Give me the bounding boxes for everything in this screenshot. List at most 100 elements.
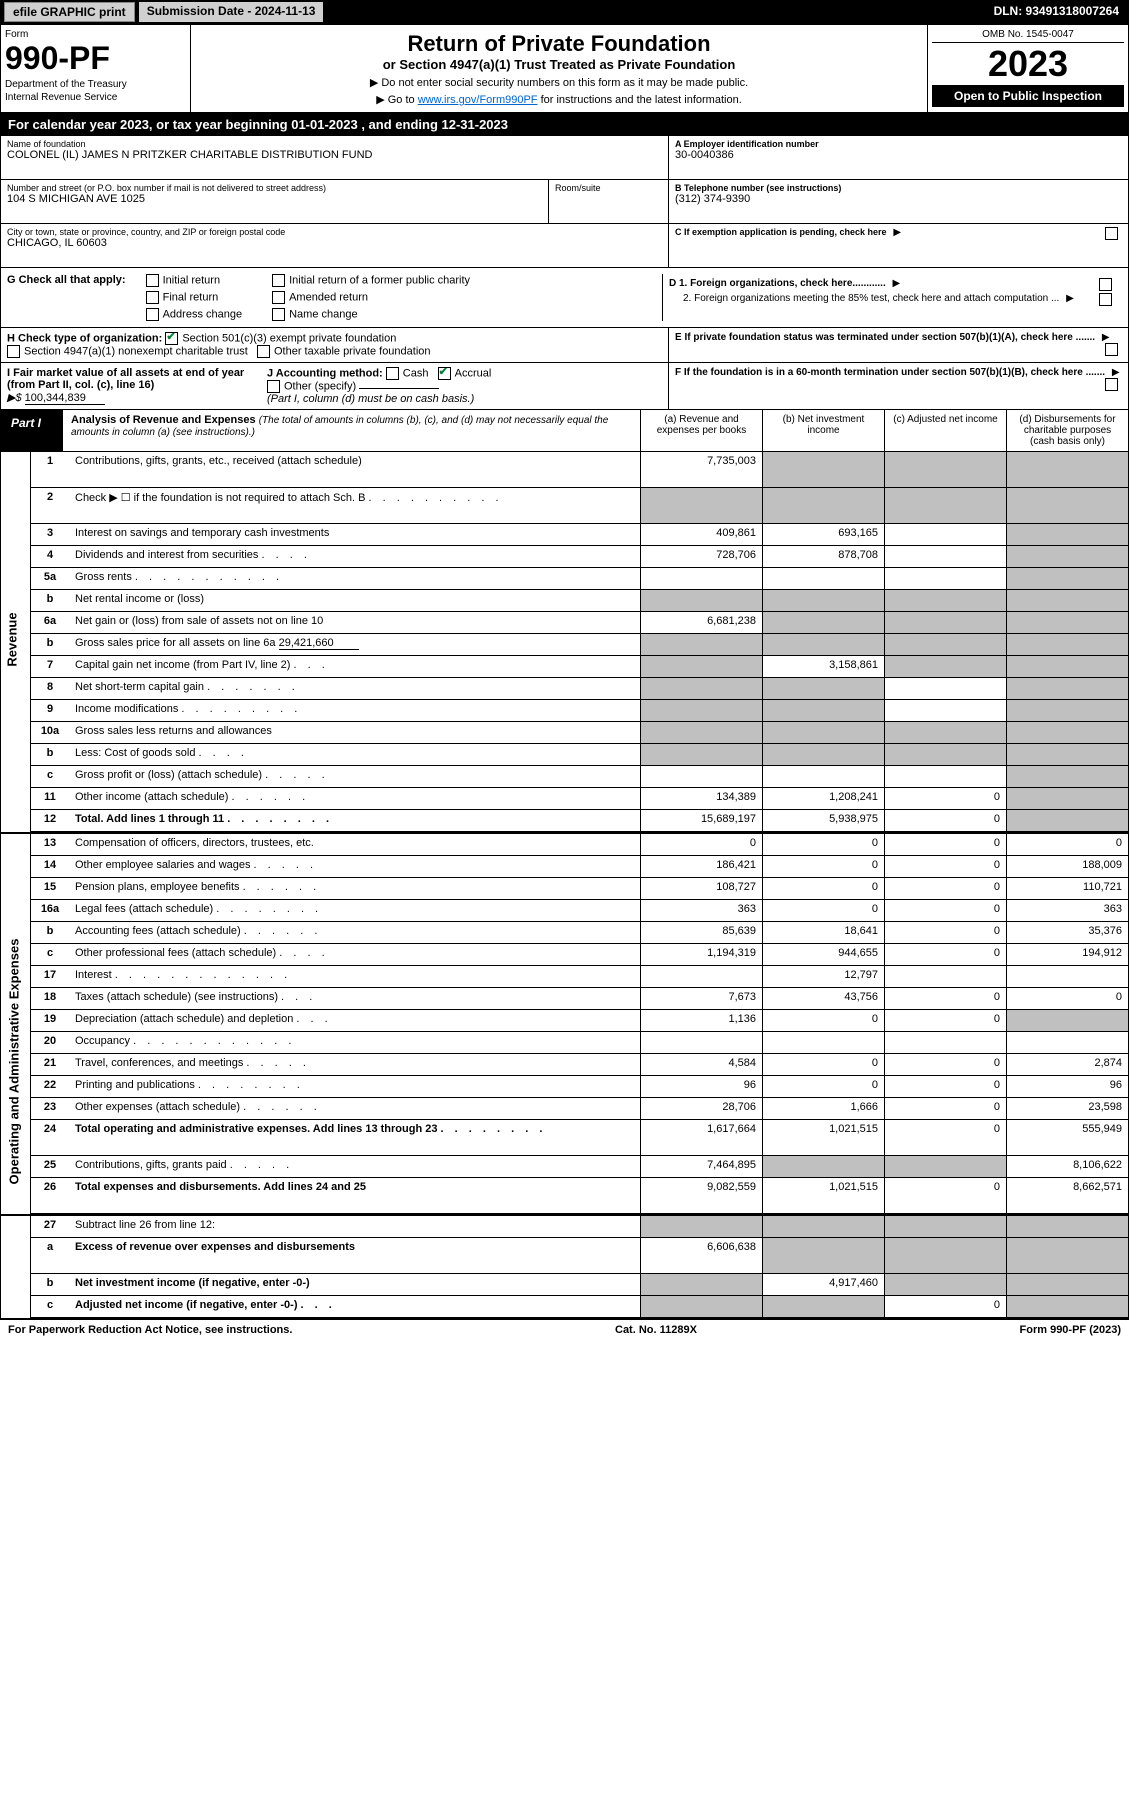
cash-checkbox[interactable] [386,367,399,380]
line-desc: Depreciation (attach schedule) and deple… [69,1010,640,1031]
arrow-icon: ▶ [893,227,901,238]
accrual-label: Accrual [455,367,492,379]
section4947-checkbox[interactable] [7,345,20,358]
initial-return-checkbox[interactable] [146,274,159,287]
cell-c [884,612,1006,633]
cell-b [762,678,884,699]
efile-print-button[interactable]: efile GRAPHIC print [4,2,135,22]
line-num: 8 [31,678,69,699]
line-desc: Excess of revenue over expenses and disb… [69,1238,640,1273]
line-desc: Legal fees (attach schedule) . . . . . .… [69,900,640,921]
revenue-section: Revenue 1Contributions, gifts, grants, e… [0,452,1129,834]
other-taxable-checkbox[interactable] [257,345,270,358]
omb-number: OMB No. 1545-0047 [932,29,1124,43]
cell-c [884,744,1006,765]
irs-label: Internal Revenue Service [5,92,186,103]
cell-a: 1,136 [640,1010,762,1031]
cell-a: 96 [640,1076,762,1097]
cell-c: 0 [884,1098,1006,1119]
cell-c: 0 [884,834,1006,855]
section501-checkbox[interactable] [165,332,178,345]
name-change-checkbox[interactable] [272,308,285,321]
street-address: 104 S MICHIGAN AVE 1025 [7,193,542,205]
line-desc: Check ▶ ☐ if the foundation is not requi… [69,488,640,523]
cell-d: 188,009 [1006,856,1128,877]
c-label: C If exemption application is pending, c… [675,227,887,237]
d1-checkbox[interactable] [1099,278,1112,291]
ein-label: A Employer identification number [675,139,1122,149]
cell-d: 35,376 [1006,922,1128,943]
paperwork-notice: For Paperwork Reduction Act Notice, see … [8,1324,292,1336]
cell-a: 7,735,003 [640,452,762,487]
cell-d [1006,656,1128,677]
cell-d: 8,106,622 [1006,1156,1128,1177]
cell-d [1006,1216,1128,1237]
goto-note: ▶ Go to www.irs.gov/Form990PF for instru… [197,93,921,106]
form-number: 990-PF [5,40,186,77]
line-desc: Net short-term capital gain . . . . . . … [69,678,640,699]
c-checkbox[interactable] [1105,227,1118,240]
cell-a [640,1274,762,1295]
line-num: b [31,590,69,611]
cell-b [762,722,884,743]
cell-c: 0 [884,810,1006,831]
line-desc: Gross sales price for all assets on line… [69,634,640,655]
cell-d: 194,912 [1006,944,1128,965]
cell-b: 1,021,515 [762,1178,884,1213]
cell-a [640,488,762,523]
cell-b: 5,938,975 [762,810,884,831]
line-desc: Income modifications . . . . . . . . . [69,700,640,721]
line-num: b [31,1274,69,1295]
amended-checkbox[interactable] [272,291,285,304]
line-num: 24 [31,1120,69,1155]
j-label: J Accounting method: [267,367,383,379]
cell-d [1006,524,1128,545]
ssn-note: ▶ Do not enter social security numbers o… [197,76,921,89]
other-method-label: Other (specify) [284,380,356,392]
city-state-zip: CHICAGO, IL 60603 [7,237,662,249]
other-taxable-label: Other taxable private foundation [274,345,431,357]
d2-checkbox[interactable] [1099,293,1112,306]
cell-a: 409,861 [640,524,762,545]
note2-post: for instructions and the latest informat… [538,94,742,106]
cell-a [640,1032,762,1053]
line-num: 3 [31,524,69,545]
irs-link[interactable]: www.irs.gov/Form990PF [418,94,538,106]
cell-a [640,678,762,699]
final-return-checkbox[interactable] [146,291,159,304]
line-desc: Other professional fees (attach schedule… [69,944,640,965]
cell-d [1006,1238,1128,1273]
cell-c [884,452,1006,487]
foundation-name: COLONEL (IL) JAMES N PRITZKER CHARITABLE… [7,149,662,161]
other-method-checkbox[interactable] [267,380,280,393]
line-num: b [31,634,69,655]
cell-c: 0 [884,1296,1006,1317]
cell-c: 0 [884,944,1006,965]
cell-c [884,678,1006,699]
cell-c: 0 [884,1054,1006,1075]
cell-b: 4,917,460 [762,1274,884,1295]
e-checkbox[interactable] [1105,343,1118,356]
g-label: G Check all that apply: [7,274,126,321]
cell-d [1006,722,1128,743]
cell-b: 12,797 [762,966,884,987]
accrual-checkbox[interactable] [438,367,451,380]
cell-c [884,700,1006,721]
line-desc: Subtract line 26 from line 12: [69,1216,640,1237]
col-c-header: (c) Adjusted net income [884,410,1006,451]
cell-a: 6,606,638 [640,1238,762,1273]
f-checkbox[interactable] [1105,378,1118,391]
line-num: b [31,744,69,765]
cell-d: 555,949 [1006,1120,1128,1155]
cell-b: 0 [762,856,884,877]
cell-b: 1,021,515 [762,1120,884,1155]
line-num: 18 [31,988,69,1009]
submission-date: Submission Date - 2024-11-13 [139,2,324,22]
initial-former-checkbox[interactable] [272,274,285,287]
line-desc: Total. Add lines 1 through 11 . . . . . … [69,810,640,831]
cell-d [1006,1032,1128,1053]
cell-a [640,966,762,987]
cell-d [1006,700,1128,721]
cell-a: 728,706 [640,546,762,567]
address-change-checkbox[interactable] [146,308,159,321]
